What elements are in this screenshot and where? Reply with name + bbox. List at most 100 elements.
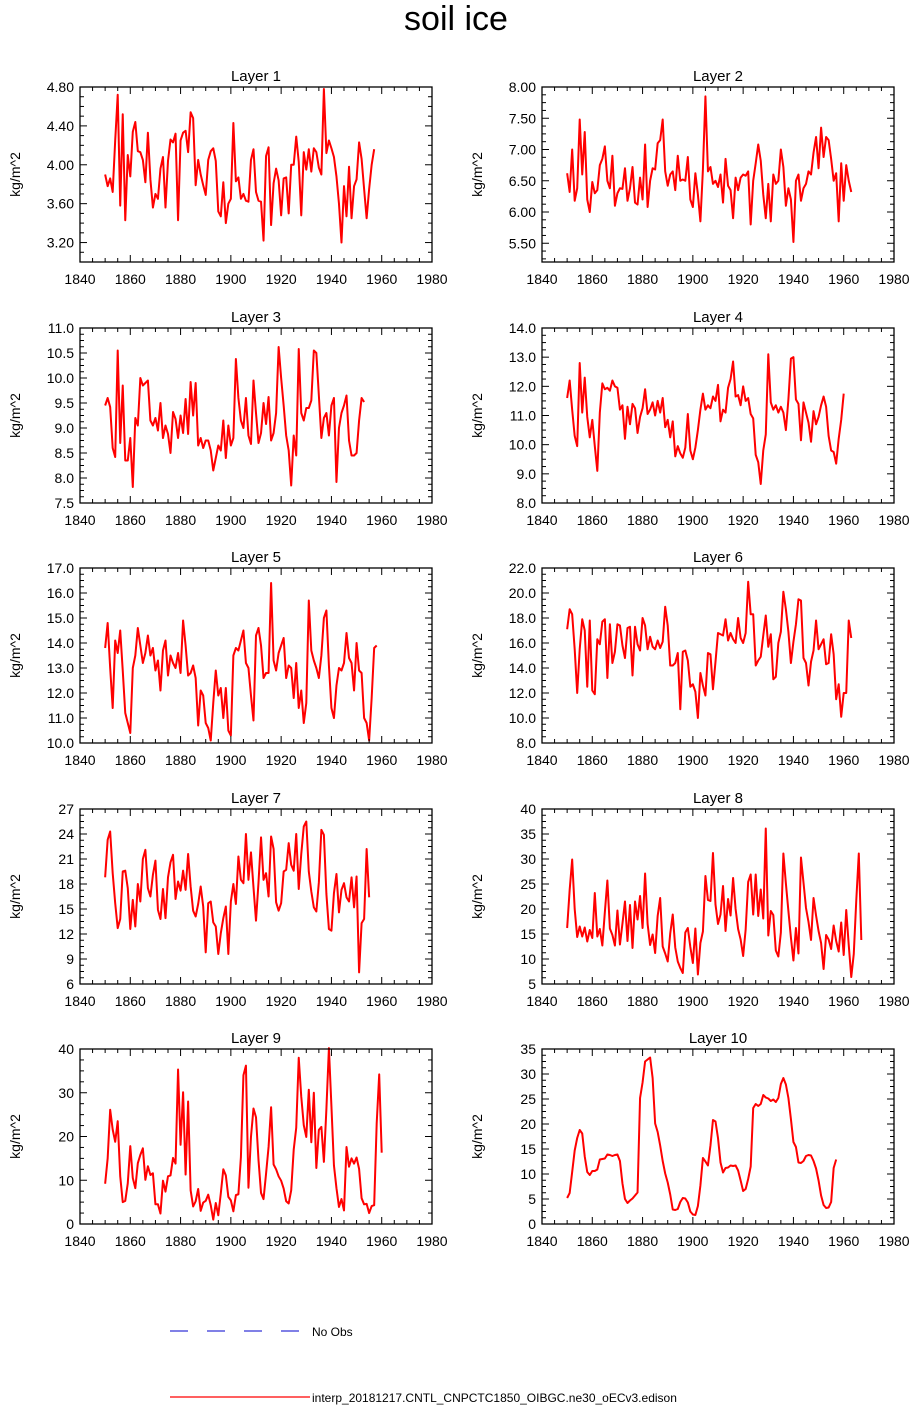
y-tick-label: 12 <box>58 926 74 942</box>
x-tick-label: 1880 <box>627 512 658 528</box>
x-tick-label: 1880 <box>165 512 196 528</box>
y-tick-label: 11.0 <box>48 710 74 726</box>
x-tick-label: 1860 <box>115 993 146 1009</box>
x-tick-label: 1900 <box>215 271 246 287</box>
y-tick-label: 15 <box>58 901 74 917</box>
y-tick-label: 5 <box>528 976 536 992</box>
series-line <box>566 1056 838 1216</box>
x-tick-label: 1900 <box>215 752 246 768</box>
x-tick-label: 1900 <box>215 512 246 528</box>
y-tick-label: 8.5 <box>55 445 75 461</box>
y-axis-label: kg/m^2 <box>469 152 485 197</box>
y-tick-label: 15 <box>520 926 536 942</box>
x-tick-label: 1920 <box>728 1233 759 1249</box>
panel-layer-5: Layer 5 kg/m^2 1840 1860 1880 1900 1920 1940 196… <box>7 549 448 768</box>
x-tick-label: 1960 <box>366 271 397 287</box>
panel-layer-3: Layer 3 kg/m^2 1840 1860 1880 1900 1920 1940 196… <box>7 309 448 528</box>
legend-model-label: interp_20181217.CNTL_CNPCTC1850_OIBGC.ne… <box>312 1391 677 1405</box>
y-tick-label: 9 <box>66 951 74 967</box>
x-tick-label: 1860 <box>115 512 146 528</box>
series-line <box>566 353 845 486</box>
y-tick-label: 13.0 <box>509 349 536 365</box>
x-tick-label: 1840 <box>64 1233 95 1249</box>
x-tick-label: 1920 <box>728 993 759 1009</box>
x-tick-label: 1880 <box>165 1233 196 1249</box>
y-axis-label: kg/m^2 <box>469 1114 485 1159</box>
panel-title: Layer 5 <box>231 549 281 566</box>
x-tick-label: 1960 <box>366 752 397 768</box>
panel-layer-9: Layer 9 kg/m^2 1840 1860 1880 1900 1920 1940 196… <box>7 1030 448 1249</box>
y-axis-label: kg/m^2 <box>7 874 23 919</box>
y-tick-label: 16.0 <box>509 635 536 651</box>
x-tick-label: 1860 <box>577 1233 608 1249</box>
y-tick-label: 10 <box>58 1172 74 1188</box>
y-tick-label: 7.00 <box>509 142 536 158</box>
panel-layer-10: Layer 10 kg/m^2 1840 1860 1880 1900 1920 1940 19… <box>469 1030 910 1249</box>
y-axis-label: kg/m^2 <box>7 633 23 678</box>
y-tick-label: 3.20 <box>47 235 74 251</box>
x-tick-label: 1900 <box>215 1233 246 1249</box>
plot-frame <box>79 808 433 985</box>
panel-title: Layer 8 <box>693 790 743 807</box>
x-tick-label: 1920 <box>728 271 759 287</box>
x-tick-label: 1980 <box>878 993 909 1009</box>
x-tick-label: 1900 <box>677 512 708 528</box>
y-tick-label: 35 <box>520 826 536 842</box>
x-tick-label: 1840 <box>526 993 557 1009</box>
x-tick-label: 1900 <box>677 1233 708 1249</box>
figure-title: soil ice <box>404 0 508 38</box>
series-line <box>104 87 376 244</box>
x-tick-label: 1940 <box>778 512 809 528</box>
x-tick-label: 1980 <box>416 512 447 528</box>
legend: No Obs interp_20181217.CNTL_CNPCTC1850_O… <box>170 1325 677 1405</box>
x-tick-label: 1860 <box>577 752 608 768</box>
y-tick-label: 0 <box>528 1216 536 1232</box>
panel-title: Layer 10 <box>689 1030 747 1047</box>
x-tick-label: 1860 <box>115 752 146 768</box>
panel-layer-8: Layer 8 kg/m^2 1840 1860 1880 1900 1920 1940 196… <box>469 790 910 1009</box>
series-line <box>566 95 853 243</box>
series-line <box>104 346 365 488</box>
y-tick-label: 27 <box>58 801 74 817</box>
y-tick-label: 22.0 <box>509 560 536 576</box>
y-tick-label: 15 <box>520 1141 536 1157</box>
y-axis-label: kg/m^2 <box>469 393 485 438</box>
x-tick-label: 1980 <box>416 993 447 1009</box>
y-tick-label: 40 <box>58 1041 74 1057</box>
y-tick-label: 0 <box>66 1216 74 1232</box>
series-line <box>566 580 853 719</box>
x-tick-label: 1960 <box>828 512 859 528</box>
x-tick-label: 1980 <box>878 1233 909 1249</box>
x-tick-label: 1880 <box>165 993 196 1009</box>
panel-layer-2: Layer 2 kg/m^2 1840 1860 1880 1900 1920 1940 196… <box>469 68 910 287</box>
x-tick-label: 1940 <box>316 1233 347 1249</box>
y-tick-label: 11.0 <box>510 408 536 424</box>
legend-no-obs-label: No Obs <box>312 1325 353 1339</box>
panel-layer-4: Layer 4 kg/m^2 1840 1860 1880 1900 1920 1940 196… <box>469 309 910 528</box>
x-tick-label: 1980 <box>878 271 909 287</box>
x-tick-label: 1840 <box>64 993 95 1009</box>
y-tick-label: 6.50 <box>509 173 536 189</box>
y-tick-label: 30 <box>58 1085 74 1101</box>
x-tick-label: 1960 <box>828 1233 859 1249</box>
x-tick-label: 1960 <box>366 512 397 528</box>
x-tick-label: 1940 <box>316 752 347 768</box>
y-tick-label: 30 <box>520 1066 536 1082</box>
x-tick-label: 1980 <box>878 752 909 768</box>
y-tick-label: 40 <box>520 801 536 817</box>
y-tick-label: 8.0 <box>517 735 537 751</box>
y-tick-label: 4.00 <box>47 157 74 173</box>
y-tick-label: 5.50 <box>509 235 536 251</box>
x-tick-label: 1940 <box>316 271 347 287</box>
series-line <box>104 582 378 742</box>
x-tick-label: 1880 <box>627 993 658 1009</box>
x-tick-label: 1980 <box>416 1233 447 1249</box>
y-tick-label: 7.50 <box>509 110 536 126</box>
x-tick-label: 1840 <box>526 512 557 528</box>
y-tick-label: 10.0 <box>47 370 74 386</box>
panel-title: Layer 4 <box>693 309 743 326</box>
series-line <box>566 827 863 978</box>
x-tick-label: 1980 <box>416 271 447 287</box>
y-tick-label: 12.0 <box>509 685 536 701</box>
